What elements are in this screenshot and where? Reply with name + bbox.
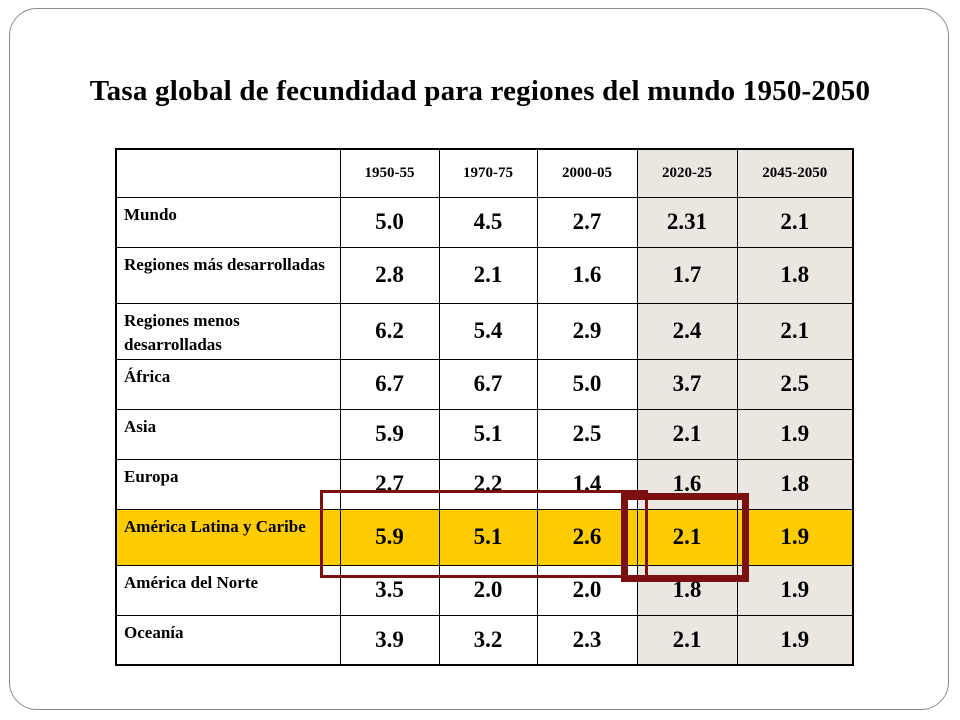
slide-frame — [9, 8, 949, 710]
value-cell: 1.8 — [736, 458, 854, 510]
header-cell-empty — [115, 148, 341, 198]
value-cell: 3.9 — [339, 614, 440, 666]
value-cell: 3.7 — [636, 358, 738, 410]
value-cell: 2.1 — [636, 614, 738, 666]
table-row: Oceanía 3.9 3.2 2.3 2.1 1.9 — [115, 614, 854, 666]
table-row: América del Norte 3.5 2.0 2.0 1.8 1.9 — [115, 564, 854, 616]
header-cell: 2000-05 — [536, 148, 638, 198]
value-cell: 4.5 — [438, 196, 538, 248]
header-row: 1950-55 1970-75 2000-05 2020-25 2045-205… — [115, 148, 854, 198]
region-label: Regiones menos desarrolladas — [115, 302, 341, 360]
table-row: Mundo 5.0 4.5 2.7 2.31 2.1 — [115, 196, 854, 248]
value-cell: 1.9 — [736, 408, 854, 460]
header-cell: 1950-55 — [339, 148, 440, 198]
value-cell: 5.0 — [339, 196, 440, 248]
table-row: Regiones más desarrolladas 2.8 2.1 1.6 1… — [115, 246, 854, 304]
value-cell: 5.0 — [536, 358, 638, 410]
value-cell: 1.8 — [736, 246, 854, 304]
value-cell: 1.9 — [736, 508, 854, 566]
value-cell: 2.3 — [536, 614, 638, 666]
value-cell: 2.0 — [438, 564, 538, 616]
value-cell: 1.7 — [636, 246, 738, 304]
value-cell: 5.4 — [438, 302, 538, 360]
value-cell: 2.8 — [339, 246, 440, 304]
value-cell: 1.6 — [536, 246, 638, 304]
value-cell: 5.9 — [339, 408, 440, 460]
value-cell: 2.1 — [736, 196, 854, 248]
header-cell: 1970-75 — [438, 148, 538, 198]
table-row: África 6.7 6.7 5.0 3.7 2.5 — [115, 358, 854, 410]
value-cell: 5.1 — [438, 408, 538, 460]
value-cell: 5.9 — [339, 508, 440, 566]
value-cell: 2.1 — [736, 302, 854, 360]
header-cell: 2020-25 — [636, 148, 738, 198]
value-cell: 1.9 — [736, 614, 854, 666]
value-cell: 2.1 — [438, 246, 538, 304]
value-cell: 2.5 — [536, 408, 638, 460]
value-cell: 6.2 — [339, 302, 440, 360]
page-title: Tasa global de fecundidad para regiones … — [89, 75, 871, 107]
value-cell: 2.4 — [636, 302, 738, 360]
value-cell: 2.1 — [636, 508, 738, 566]
annotation-box-2020-25 — [621, 493, 749, 582]
region-label: Oceanía — [115, 614, 341, 666]
region-label: América Latina y Caribe — [115, 508, 341, 566]
value-cell: 6.7 — [339, 358, 440, 410]
region-label: Europa — [115, 458, 341, 510]
value-cell: 5.1 — [438, 508, 538, 566]
value-cell: 3.2 — [438, 614, 538, 666]
region-label: Regiones más desarrolladas — [115, 246, 341, 304]
header-cell: 2045-2050 — [736, 148, 854, 198]
value-cell: 2.5 — [736, 358, 854, 410]
value-cell: 6.7 — [438, 358, 538, 410]
value-cell: 2.7 — [536, 196, 638, 248]
value-cell: 2.0 — [536, 564, 638, 616]
value-cell: 1.9 — [736, 564, 854, 616]
value-cell: 2.9 — [536, 302, 638, 360]
table-row: Regiones menos desarrolladas 6.2 5.4 2.9… — [115, 302, 854, 360]
value-cell: 2.1 — [636, 408, 738, 460]
annotation-box-1970-2005 — [320, 490, 648, 578]
value-cell: 1.6 — [636, 458, 738, 510]
region-label: Asia — [115, 408, 341, 460]
fertility-table: 1950-55 1970-75 2000-05 2020-25 2045-205… — [115, 148, 854, 666]
table-row: Asia 5.9 5.1 2.5 2.1 1.9 — [115, 408, 854, 460]
region-label: América del Norte — [115, 564, 341, 616]
value-cell: 3.5 — [339, 564, 440, 616]
region-label: África — [115, 358, 341, 410]
value-cell: 2.31 — [636, 196, 738, 248]
region-label: Mundo — [115, 196, 341, 248]
